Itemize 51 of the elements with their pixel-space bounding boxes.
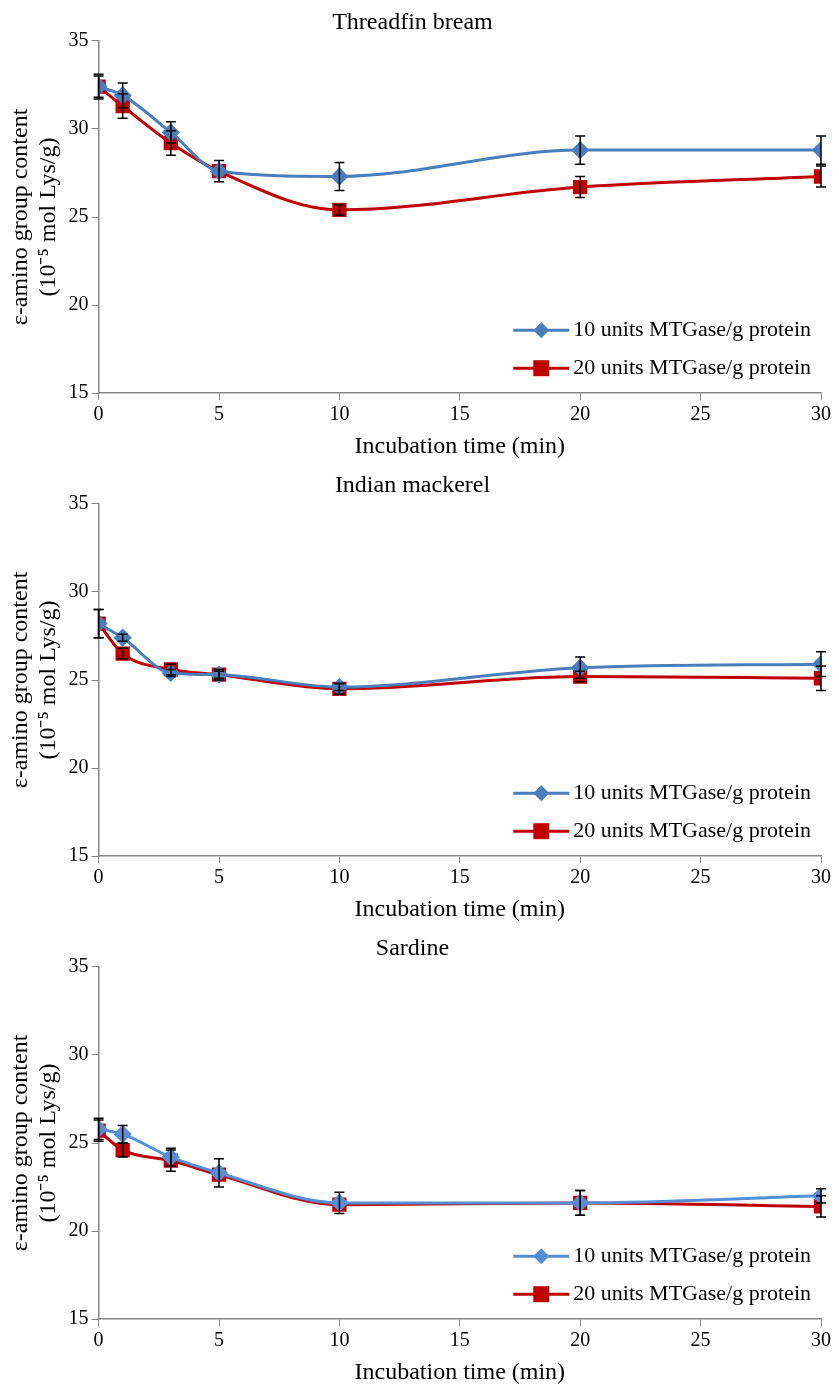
x-tick-label: 0	[93, 402, 104, 425]
y-tick-label: 30	[68, 579, 89, 602]
y-tick-label: 15	[68, 843, 89, 866]
y-axis-title: ε-amino group content (10⁻⁵ mol Lys/g)	[5, 571, 61, 789]
legend-label: 20 units MTGase/g protein	[573, 1279, 812, 1305]
legend-label: 20 units MTGase/g protein	[573, 816, 812, 842]
legend-label: 10 units MTGase/g protein	[573, 1241, 812, 1267]
y-tick-label: 30	[68, 1042, 89, 1065]
x-tick-label: 5	[214, 865, 224, 888]
x-tick-label: 10	[329, 865, 350, 888]
chart-title: Indian mackerel	[334, 470, 491, 497]
x-tick-label: 30	[811, 865, 831, 888]
x-tick-label: 0	[93, 865, 104, 888]
y-tick-label: 20	[68, 1218, 89, 1241]
y-tick-label: 20	[68, 292, 89, 315]
chart-title: Threadfin bream	[332, 7, 494, 34]
x-tick-label: 25	[690, 1328, 711, 1351]
x-tick-label: 25	[690, 865, 711, 888]
x-tick-label: 25	[690, 402, 711, 425]
x-tick-label: 0	[93, 1328, 104, 1351]
y-axis-title: ε-amino group content (10⁻⁵ mol Lys/g)	[5, 108, 61, 326]
x-tick-label: 20	[570, 865, 591, 888]
y-axis-title: ε-amino group content (10⁻⁵ mol Lys/g)	[5, 1034, 61, 1252]
x-axis-title: Incubation time (min)	[354, 431, 566, 458]
legend-label: 20 units MTGase/g protein	[573, 353, 812, 379]
legend-label: 10 units MTGase/g protein	[573, 315, 812, 341]
x-tick-label: 5	[214, 1328, 224, 1351]
y-tick-label: 35	[68, 491, 89, 514]
x-tick-label: 15	[449, 1328, 470, 1351]
x-tick-label: 20	[570, 402, 591, 425]
x-axis-title: Incubation time (min)	[354, 894, 566, 921]
y-tick-label: 15	[68, 380, 89, 403]
y-tick-label: 35	[68, 954, 89, 977]
x-tick-label: 10	[329, 1328, 350, 1351]
x-tick-label: 15	[449, 402, 470, 425]
x-tick-label: 30	[811, 402, 831, 425]
x-tick-label: 15	[449, 865, 470, 888]
x-tick-label: 5	[214, 402, 224, 425]
y-tick-label: 25	[68, 667, 89, 690]
x-tick-label: 30	[811, 1328, 831, 1351]
x-axis-title: Incubation time (min)	[354, 1357, 566, 1384]
chart-title: Sardine	[375, 933, 450, 960]
y-tick-label: 25	[68, 204, 89, 227]
x-tick-label: 10	[329, 402, 350, 425]
y-tick-label: 20	[68, 755, 89, 778]
y-tick-label: 15	[68, 1306, 89, 1329]
y-tick-label: 25	[68, 1130, 89, 1153]
y-tick-label: 35	[68, 28, 89, 51]
legend-label: 10 units MTGase/g protein	[573, 778, 812, 804]
x-tick-label: 20	[570, 1328, 591, 1351]
y-tick-label: 30	[68, 116, 89, 139]
